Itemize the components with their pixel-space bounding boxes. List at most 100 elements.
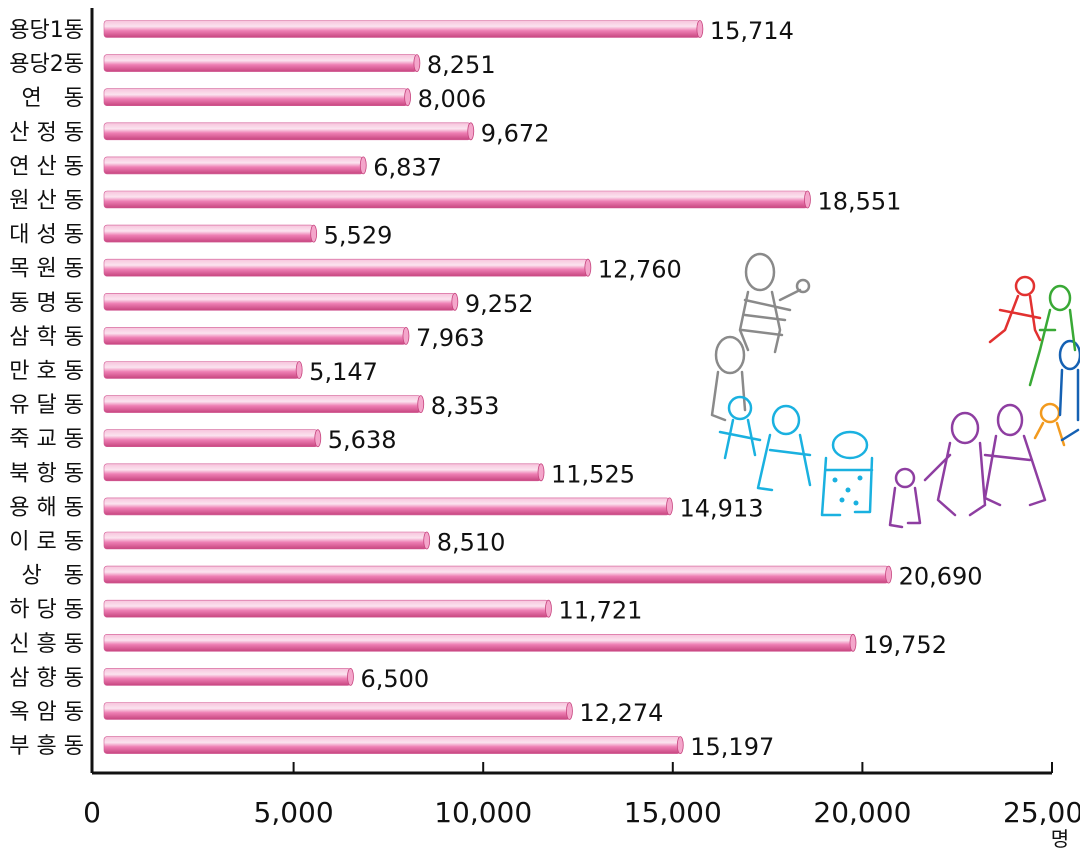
value-label: 8,251	[427, 51, 496, 79]
category-label: 신 흥 동	[9, 632, 84, 657]
category-label: 유 달 동	[9, 393, 84, 418]
bar-end-cap	[885, 565, 892, 584]
category-label: 용 해 동	[9, 495, 84, 520]
category-label: 동 명 동	[9, 291, 84, 316]
children-illustration	[710, 252, 1080, 529]
bars-group	[103, 20, 892, 754]
value-label: 8,006	[418, 85, 487, 113]
value-label: 12,760	[598, 256, 682, 284]
value-label: 9,252	[465, 290, 534, 318]
value-label: 20,690	[899, 563, 983, 591]
value-label: 8,353	[431, 392, 500, 420]
bar	[103, 156, 364, 175]
bar-end-cap	[676, 736, 684, 754]
bar-end-cap	[584, 258, 592, 277]
bar-end-cap	[467, 122, 475, 141]
value-label: 8,510	[437, 529, 506, 557]
category-label: 죽 교 동	[9, 427, 84, 452]
bar-end-cap	[423, 531, 431, 550]
category-label: 대 성 동	[9, 223, 84, 248]
category-label: 만 호 동	[9, 359, 84, 384]
category-label: 연 동	[22, 86, 84, 111]
bar	[103, 736, 681, 754]
bar	[103, 54, 418, 72]
bar	[103, 224, 314, 243]
value-label: 15,197	[690, 733, 774, 761]
category-label: 부 흥 동	[9, 734, 84, 759]
value-label: 9,672	[481, 119, 550, 147]
bar	[103, 531, 427, 550]
category-label: 용당1동	[9, 18, 84, 43]
bar	[103, 20, 701, 38]
category-label: 산 정 동	[9, 120, 84, 145]
bar	[103, 122, 472, 141]
x-tick-label: 15,000	[624, 796, 722, 829]
bar	[103, 395, 422, 413]
value-label: 11,721	[558, 597, 642, 625]
category-label: 용당2동	[9, 52, 84, 77]
bar-end-cap	[402, 326, 410, 345]
bar	[103, 633, 854, 652]
value-label: 14,913	[680, 494, 764, 522]
value-label: 5,147	[309, 358, 378, 386]
x-axis-ticks: 0 5,000 10,000 15,000 20,000 25,000	[83, 762, 1080, 829]
value-label: 15,714	[710, 17, 794, 45]
x-tick-label: 0	[83, 796, 101, 829]
bar-end-cap	[849, 633, 857, 652]
bar-end-cap	[666, 497, 673, 516]
bar-end-cap	[295, 361, 303, 379]
bar	[103, 429, 319, 448]
category-label: 원 산 동	[9, 189, 84, 214]
category-label: 북 항 동	[9, 461, 84, 486]
category-label: 하 당 동	[9, 598, 84, 623]
bar-end-cap	[804, 190, 811, 209]
bar	[103, 361, 300, 379]
bar-end-cap	[417, 395, 425, 414]
bar	[103, 702, 570, 720]
bar-end-cap	[451, 292, 459, 311]
bar-end-cap	[545, 599, 552, 618]
category-label: 삼 학 동	[9, 325, 84, 350]
x-tick-label: 10,000	[434, 796, 532, 829]
bar-end-cap	[566, 702, 573, 720]
category-label: 목 원 동	[9, 257, 84, 282]
bar-end-cap	[404, 88, 411, 107]
value-label: 6,500	[360, 665, 429, 693]
bar-end-cap	[359, 156, 367, 175]
bar	[103, 258, 589, 277]
bar	[103, 599, 549, 618]
bar	[103, 327, 407, 345]
bar-end-cap	[537, 463, 545, 482]
value-label: 6,837	[373, 153, 442, 181]
value-label: 7,963	[416, 324, 485, 352]
category-label: 삼 향 동	[9, 666, 84, 691]
bar	[103, 497, 670, 516]
category-label: 이 로 동	[9, 530, 84, 555]
bar	[103, 668, 351, 686]
bar-end-cap	[314, 429, 322, 448]
value-label: 12,274	[579, 699, 663, 727]
category-label: 옥 암 동	[9, 700, 84, 725]
value-label: 5,638	[328, 426, 397, 454]
unit-label: 명	[1051, 827, 1069, 851]
category-label: 연 산 동	[9, 154, 84, 179]
bar-end-cap	[310, 224, 318, 243]
bar	[103, 190, 808, 209]
value-label: 11,525	[551, 460, 635, 488]
bar-end-cap	[347, 668, 354, 686]
bar-end-cap	[696, 20, 704, 38]
x-tick-label: 5,000	[254, 796, 334, 829]
bar-end-cap	[413, 54, 421, 72]
value-labels: 15,714 8,251 8,006 9,672 6,837 18,551 5,529 12,…	[309, 17, 982, 761]
x-tick-label: 25,000	[1003, 796, 1080, 829]
value-label: 18,551	[817, 188, 901, 216]
bar	[103, 292, 456, 311]
value-label: 5,529	[324, 222, 393, 250]
bar	[103, 463, 542, 482]
value-label: 19,752	[863, 631, 947, 659]
bar	[103, 565, 889, 584]
category-label: 상 동	[22, 564, 84, 589]
x-tick-label: 20,000	[813, 796, 911, 829]
